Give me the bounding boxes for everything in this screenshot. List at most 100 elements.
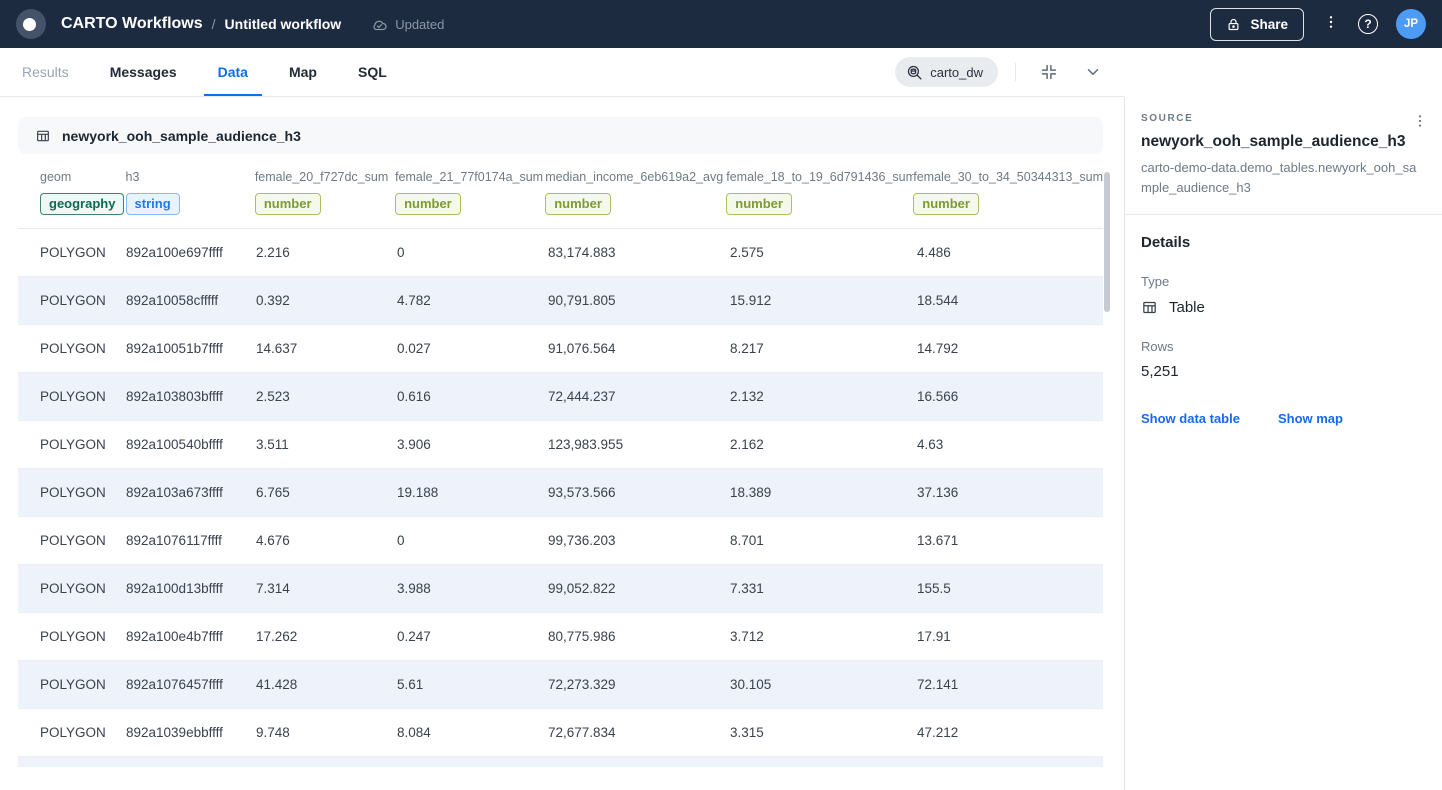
- table-cell: 3.906: [397, 437, 431, 452]
- column-header-median_income_6eb619a2_avg[interactable]: median_income_6eb619a2_avg number: [545, 170, 726, 215]
- column-type-badge: number: [395, 193, 461, 215]
- connection-pill[interactable]: carto_dw: [895, 57, 998, 87]
- table-cell: 4.676: [256, 533, 290, 548]
- table-cell: POLYGON: [40, 629, 106, 644]
- tab-sql[interactable]: SQL: [357, 64, 387, 80]
- avatar[interactable]: JP: [1396, 9, 1426, 39]
- table-row[interactable]: POLYGON 892a1076117ffff 4.676 0 99,736.203 8.…: [18, 517, 1103, 565]
- collapse-panel-icon[interactable]: [1040, 63, 1058, 81]
- table-cell: 2.523: [256, 389, 290, 404]
- column-headers: geom geography h3 string female_20_f727dc_su…: [18, 154, 1103, 229]
- show-data-table-link[interactable]: Show data table: [1141, 411, 1240, 427]
- help-button[interactable]: ?: [1358, 14, 1378, 34]
- table-row[interactable]: POLYGON 892a1039ebbffff 9.748 8.084 72,677.8…: [18, 709, 1103, 757]
- table-row[interactable]: POLYGON 892a103803bffff 2.523 0.616 72,444.2…: [18, 373, 1103, 421]
- table-cell: POLYGON: [40, 581, 106, 596]
- rows-count: 5,251: [1141, 363, 1179, 381]
- table-cell: 41.428: [256, 677, 298, 692]
- table-cell: 2.132: [730, 389, 764, 404]
- column-type-badge: number: [254, 193, 321, 215]
- show-map-link[interactable]: Show map: [1277, 411, 1343, 427]
- vertical-scrollbar[interactable]: [1104, 172, 1110, 312]
- column-name: female_21_77f0174a_sum: [395, 170, 544, 184]
- table-row[interactable]: POLYGON 892a100e697ffff 2.216 0 83,174.883 2.…: [18, 229, 1103, 277]
- table-row-partial: [18, 757, 1103, 767]
- table-cell: POLYGON: [40, 677, 106, 692]
- tab-map[interactable]: Map: [288, 64, 317, 80]
- table-cell: 0: [397, 245, 405, 260]
- table-cell: 13.671: [917, 533, 959, 548]
- table-cell: 72,444.237: [548, 389, 616, 404]
- table-cell: 123,983.955: [548, 437, 624, 452]
- table-cell: 30.105: [730, 677, 772, 692]
- table-row[interactable]: POLYGON 892a10058cfffff 0.392 4.782 90,791.8…: [18, 277, 1103, 325]
- tab-messages[interactable]: Messages: [109, 64, 177, 80]
- table-cell: 0: [397, 533, 405, 548]
- column-header-geom[interactable]: geom geography: [40, 170, 126, 215]
- table-cell: 99,052.822: [548, 581, 616, 596]
- logo-dot: [23, 17, 36, 31]
- chevron-down-icon[interactable]: [1084, 63, 1102, 81]
- topbar-menu-button[interactable]: [1322, 14, 1340, 35]
- table-row[interactable]: POLYGON 892a100e4b7ffff 17.262 0.247 80,775.…: [18, 613, 1103, 661]
- table-cell: 892a103a673ffff: [126, 485, 223, 500]
- table-cell: POLYGON: [40, 293, 106, 308]
- column-header-female_30_to_34_50344313_sum[interactable]: female_30_to_34_50344313_sum number: [913, 170, 1103, 215]
- table-row[interactable]: POLYGON 892a100d13bffff 7.314 3.988 99,052.8…: [18, 565, 1103, 613]
- database-search-icon: [908, 65, 922, 80]
- carto-logo-icon[interactable]: [16, 9, 46, 39]
- tab-results[interactable]: Results: [22, 64, 69, 80]
- source-section-label: SOURCE: [1141, 113, 1194, 124]
- table-cell: 892a100e4b7ffff: [126, 629, 223, 644]
- column-header-female_18_to_19_6d791436_sum[interactable]: female_18_to_19_6d791436_sum number: [726, 170, 913, 215]
- table-cell: 91,076.564: [548, 341, 616, 356]
- workflow-name[interactable]: Untitled workflow: [224, 16, 342, 32]
- table-cell: 8.084: [397, 725, 431, 740]
- panel-tools: [1015, 63, 1124, 81]
- table-row[interactable]: POLYGON 892a1076457ffff 41.428 5.61 72,273.3…: [18, 661, 1103, 709]
- table-title: newyork_ooh_sample_audience_h3: [62, 127, 301, 144]
- table-cell: 8.701: [730, 533, 764, 548]
- table-cell: 2.162: [730, 437, 764, 452]
- table-cell: 83,174.883: [548, 245, 616, 260]
- table-cell: POLYGON: [40, 389, 106, 404]
- table-cell: 80,775.986: [548, 629, 616, 644]
- table-row[interactable]: POLYGON 892a10051b7ffff 14.637 0.027 91,076.…: [18, 325, 1103, 373]
- table-cell: 892a10051b7ffff: [126, 341, 223, 356]
- table-row[interactable]: POLYGON 892a103a673ffff 6.765 19.188 93,573.…: [18, 469, 1103, 517]
- table-cell: 155.5: [917, 581, 951, 596]
- tabs: Results Messages Data Map SQL: [18, 48, 424, 96]
- table-cell: 4.782: [397, 293, 431, 308]
- share-label: Share: [1250, 16, 1288, 32]
- source-name: newyork_ooh_sample_audience_h3: [1141, 133, 1406, 150]
- sync-status: Updated: [371, 16, 444, 33]
- column-type-badge: geography: [40, 193, 125, 215]
- table-cell: POLYGON: [40, 245, 106, 260]
- table-cell: 17.262: [256, 629, 298, 644]
- table-cell: 17.91: [917, 629, 951, 644]
- share-button[interactable]: Share: [1210, 7, 1304, 41]
- table-cell: 2.216: [256, 245, 290, 260]
- table-cell: 4.63: [917, 437, 944, 452]
- table-cell: 9.748: [256, 725, 290, 740]
- cloud-check-icon: [373, 20, 387, 30]
- type-value-label: Table: [1169, 299, 1205, 317]
- sidebar-menu-button[interactable]: [1412, 113, 1428, 134]
- table-cell: 72.141: [917, 677, 959, 692]
- column-header-h3[interactable]: h3 string: [125, 170, 255, 215]
- table-rows: POLYGON 892a100e697ffff 2.216 0 83,174.883 2.…: [18, 229, 1103, 757]
- data-preview-panel: newyork_ooh_sample_audience_h3 geom geogr…: [0, 97, 1124, 790]
- details-heading: Details: [1141, 234, 1191, 252]
- tab-data[interactable]: Data: [203, 48, 263, 96]
- topbar: CARTO Workflows / Untitled workflow Upda…: [0, 0, 1442, 48]
- sync-status-label: Updated: [395, 16, 445, 32]
- table-row[interactable]: POLYGON 892a100540bffff 3.511 3.906 123,983.…: [18, 421, 1103, 469]
- column-header-female_20_f727dc_sum[interactable]: female_20_f727dc_sum number: [254, 170, 395, 215]
- table-cell: POLYGON: [40, 485, 106, 500]
- column-name: female_30_to_34_50344313_sum: [913, 170, 1103, 184]
- table-cell: 892a100e697ffff: [126, 245, 223, 260]
- source-sidebar: SOURCE newyork_ooh_sample_audience_h3 ca…: [1124, 97, 1442, 790]
- table-cell: 72,273.329: [548, 677, 616, 692]
- connection-label: carto_dw: [930, 64, 983, 80]
